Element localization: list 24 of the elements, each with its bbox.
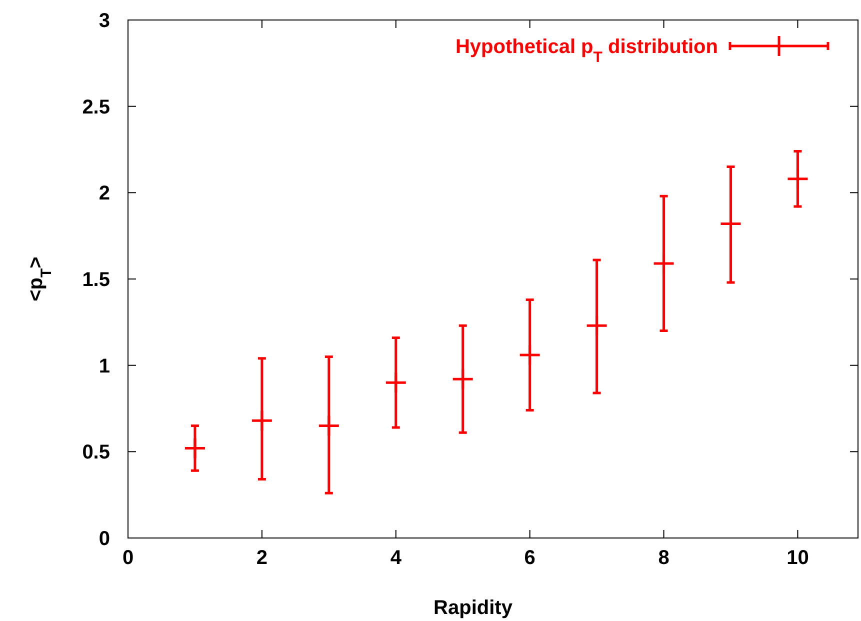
x-tick-label: 6	[524, 547, 536, 569]
point	[452, 368, 474, 390]
x-tick-label: 4	[390, 547, 402, 569]
y-tick-label: 1.5	[82, 269, 110, 291]
point	[250, 409, 274, 432]
y-tick-label: 2	[98, 182, 110, 205]
y-tick-label: 0.5	[82, 442, 110, 464]
y-tick-label: 2.5	[82, 96, 110, 118]
point	[518, 344, 542, 366]
point	[384, 371, 408, 394]
x-tick-label: 10	[786, 547, 809, 569]
x-tick-label: 2	[256, 547, 268, 569]
y-tick-label: 3	[98, 10, 110, 32]
point	[786, 168, 809, 190]
point	[652, 252, 676, 275]
y-tick-label: 0	[98, 528, 110, 550]
point	[586, 314, 608, 337]
y-tick-label: 1	[98, 355, 110, 378]
x-axis-title: Rapidity	[434, 597, 514, 619]
x-tick-label: 8	[658, 547, 670, 569]
x-tick-label: 0	[122, 547, 134, 569]
point	[318, 414, 340, 438]
legend-label: Hypothetical p$_{T}$ distribution	[455, 36, 718, 66]
point	[184, 436, 206, 460]
